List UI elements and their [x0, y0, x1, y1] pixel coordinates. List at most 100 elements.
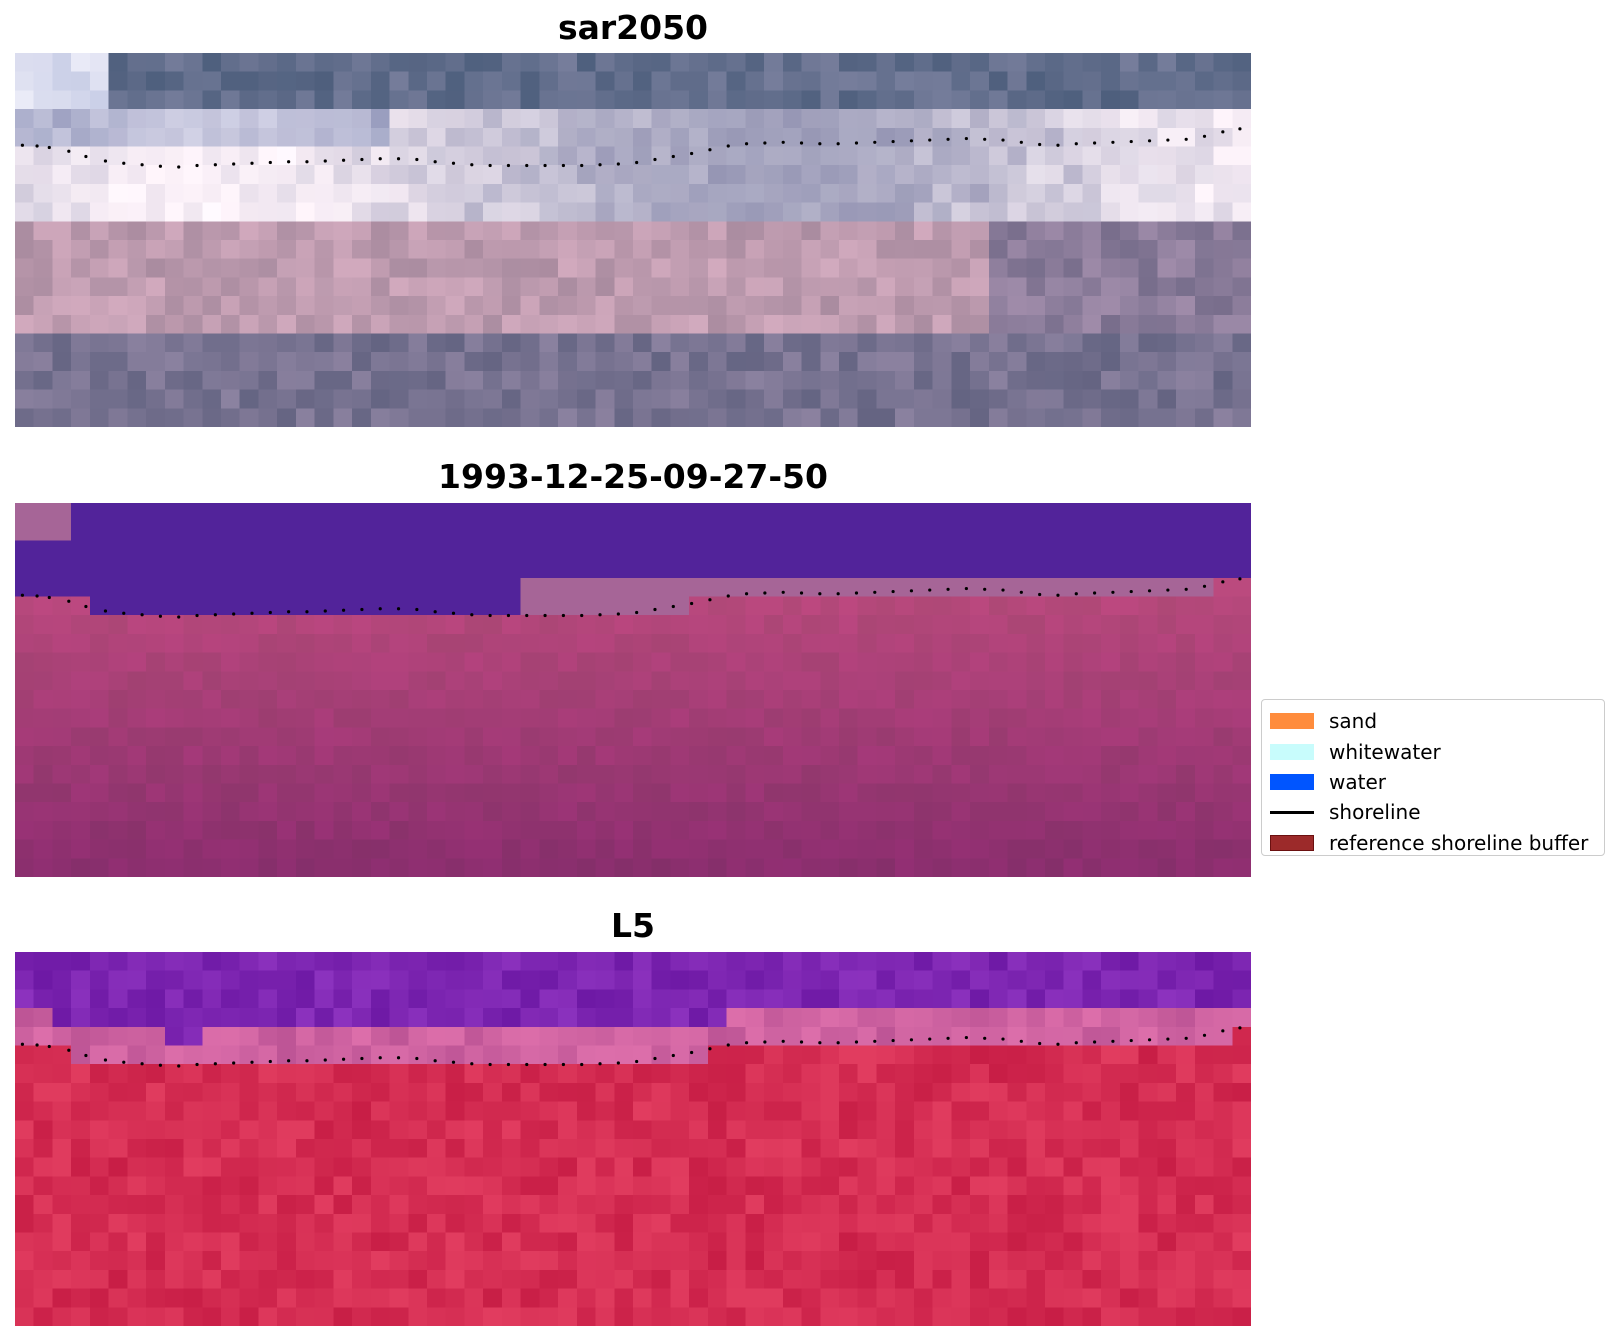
- shoreline-point: [341, 608, 346, 612]
- shoreline-point: [20, 143, 25, 147]
- shoreline-point: [836, 142, 840, 146]
- shoreline-point: [268, 1059, 272, 1064]
- shoreline-point: [158, 1063, 163, 1067]
- shoreline-point: [195, 1062, 199, 1067]
- legend-item-sand: sand: [1262, 706, 1604, 736]
- shoreline-point: [470, 1062, 474, 1066]
- shoreline-point: [158, 164, 163, 168]
- shoreline-point: [525, 613, 529, 618]
- shoreline-point: [744, 142, 749, 146]
- shoreline-point: [103, 1058, 108, 1062]
- shoreline-point: [653, 607, 657, 612]
- shoreline-point: [598, 1062, 602, 1066]
- shoreline-point: [506, 1062, 511, 1067]
- shoreline-point: [122, 161, 126, 165]
- shoreline-point: [1019, 1039, 1023, 1043]
- shoreline-point: [323, 609, 327, 613]
- shoreline-point: [470, 613, 474, 617]
- shoreline-point: [616, 612, 620, 616]
- legend-item-reference-buffer: reference shoreline buffer: [1262, 828, 1604, 858]
- shoreline-point: [635, 1059, 639, 1064]
- shoreline-point: [305, 1059, 309, 1063]
- shoreline-point: [690, 1050, 694, 1055]
- shoreline-point: [525, 1062, 529, 1067]
- shoreline-point: [1129, 139, 1133, 144]
- shoreline-point: [341, 158, 346, 162]
- shoreline-point: [103, 159, 108, 163]
- shoreline-point: [964, 1035, 968, 1040]
- legend-label: whitewater: [1329, 739, 1441, 764]
- shoreline-point: [781, 1039, 785, 1043]
- shoreline-point: [580, 613, 584, 618]
- legend: sand whitewater water shoreline referenc…: [1261, 699, 1605, 856]
- shoreline-point: [543, 1062, 547, 1067]
- shoreline-point: [561, 1062, 565, 1067]
- shoreline-point: [213, 163, 217, 167]
- shoreline-point: [1202, 1033, 1207, 1037]
- shoreline-point: [1221, 130, 1225, 134]
- shoreline-point: [690, 151, 694, 156]
- legend-item-water: water: [1262, 767, 1604, 797]
- shoreline-point: [232, 612, 236, 616]
- shoreline-point: [67, 599, 71, 603]
- shoreline-point: [1202, 134, 1207, 138]
- shoreline-point: [195, 163, 199, 168]
- shoreline-point: [854, 591, 859, 595]
- shoreline-point: [47, 145, 51, 150]
- shoreline-point: [20, 1042, 25, 1046]
- shoreline-point: [232, 1061, 236, 1065]
- shoreline-point: [543, 163, 547, 168]
- shoreline-point: [726, 1043, 730, 1047]
- shoreline-point: [287, 610, 291, 614]
- shoreline-point: [415, 1056, 419, 1061]
- shoreline-point: [799, 141, 804, 145]
- shoreline-point: [708, 598, 712, 602]
- legend-label: shoreline: [1329, 800, 1421, 825]
- shoreline-point: [305, 160, 309, 164]
- shoreline-point: [305, 610, 309, 614]
- shoreline-point: [35, 144, 39, 148]
- shoreline-point: [360, 157, 364, 162]
- shoreline-point: [506, 163, 511, 168]
- shoreline-point: [818, 592, 822, 596]
- shoreline-point: [470, 163, 474, 167]
- shoreline-point: [250, 161, 254, 165]
- shoreline-point: [836, 592, 840, 596]
- shoreline-point: [1111, 140, 1115, 144]
- shoreline-point: [1202, 584, 1207, 588]
- shoreline-point: [35, 594, 39, 598]
- shoreline-point: [836, 1041, 840, 1045]
- shoreline-point: [854, 1040, 859, 1044]
- shoreline-point: [451, 1060, 456, 1064]
- shoreline-point: [1184, 137, 1188, 141]
- shoreline-point: [451, 161, 456, 165]
- shoreline-point: [1019, 590, 1023, 594]
- shoreline-point: [323, 159, 327, 163]
- shoreline-point: [854, 141, 859, 145]
- shoreline-point: [763, 141, 767, 145]
- shoreline-point: [1111, 1039, 1115, 1043]
- shoreline-point: [671, 604, 675, 609]
- panel-title-sar: sar2050: [557, 8, 709, 47]
- shoreline-point: [268, 160, 272, 165]
- shoreline-point: [873, 1039, 877, 1043]
- shoreline-dots: [20, 577, 1242, 619]
- shoreline-point: [378, 607, 382, 611]
- shoreline-point: [415, 607, 419, 612]
- legend-item-shoreline: shoreline: [1262, 797, 1604, 827]
- shoreline-point: [84, 604, 88, 609]
- shoreline-point: [213, 1062, 217, 1066]
- shoreline-point: [47, 595, 51, 600]
- shoreline-point: [616, 1061, 620, 1065]
- shoreline-point: [1147, 139, 1152, 143]
- shoreline-point: [1238, 127, 1242, 131]
- shoreline-point: [598, 613, 602, 617]
- shoreline-point: [451, 611, 456, 615]
- shoreline-point: [67, 149, 71, 153]
- shoreline-point: [1238, 1026, 1242, 1030]
- rgb-image: [15, 53, 1251, 427]
- shoreline-point: [1001, 588, 1005, 592]
- shoreline-point: [946, 137, 950, 141]
- shoreline-point: [928, 588, 932, 592]
- shoreline-point: [653, 1056, 657, 1061]
